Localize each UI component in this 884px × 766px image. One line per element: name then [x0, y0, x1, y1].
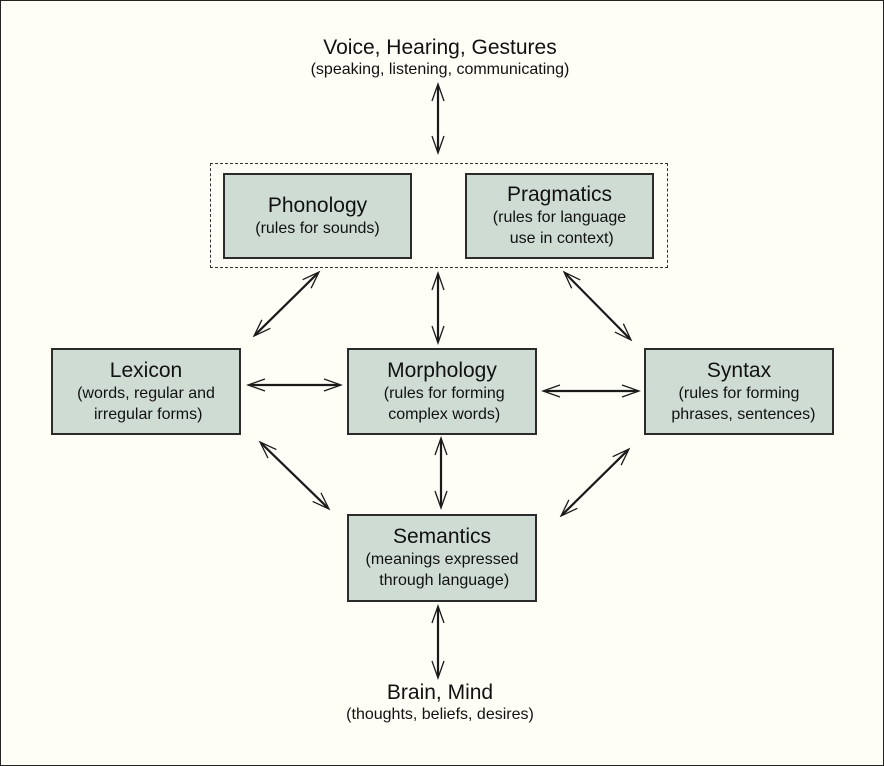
arrow-morphology-to-semantics	[434, 436, 448, 510]
bottom-endpoint: Brain, Mind (thoughts, beliefs, desires)	[270, 681, 610, 725]
arrow-semantics-to-bottom	[431, 604, 445, 680]
pragmatics-box: Pragmatics (rules for language use in co…	[465, 173, 654, 259]
phonology-title: Phonology	[267, 194, 368, 217]
pragmatics-subtitle: (rules for language use in context)	[492, 209, 627, 247]
morphology-subtitle: (rules for forming complex words)	[383, 385, 505, 423]
semantics-subtitle: (meanings expressed through language)	[365, 551, 519, 589]
top-title: Voice, Hearing, Gestures	[323, 36, 557, 59]
bottom-title: Brain, Mind	[386, 681, 494, 704]
pragmatics-title: Pragmatics	[506, 183, 613, 206]
syntax-subtitle: (rules for forming phrases, sentences)	[671, 385, 816, 423]
arrow-lexicon-to-morphology	[246, 378, 343, 392]
arrow-syntax-to-semantics	[559, 447, 631, 518]
syntax-title: Syntax	[706, 359, 772, 382]
semantics-title: Semantics	[392, 525, 492, 548]
arrow-morphology-to-syntax	[541, 384, 641, 398]
arrow-top-to-group	[431, 82, 445, 155]
arrow-lexicon-to-semantics	[258, 440, 331, 511]
arrow-phonology-to-lexicon	[252, 270, 321, 338]
bottom-subtitle: (thoughts, beliefs, desires)	[346, 706, 534, 723]
syntax-box: Syntax (rules for forming phrases, sente…	[644, 348, 834, 435]
phonology-box: Phonology (rules for sounds)	[223, 173, 412, 259]
phonology-pragmatics-group	[210, 163, 668, 268]
lexicon-title: Lexicon	[109, 359, 183, 382]
arrow-pragmatics-to-syntax	[562, 270, 633, 342]
lexicon-box: Lexicon (words, regular and irregular fo…	[51, 348, 241, 435]
top-endpoint: Voice, Hearing, Gestures (speaking, list…	[270, 36, 610, 80]
semantics-box: Semantics (meanings expressed through la…	[347, 514, 537, 602]
phonology-subtitle: (rules for sounds)	[255, 220, 380, 237]
morphology-title: Morphology	[387, 359, 497, 382]
top-subtitle: (speaking, listening, communicating)	[310, 61, 570, 78]
arrow-group-to-morphology	[431, 271, 445, 345]
morphology-box: Morphology (rules for forming complex wo…	[347, 348, 537, 435]
lexicon-subtitle: (words, regular and irregular forms)	[77, 385, 215, 423]
